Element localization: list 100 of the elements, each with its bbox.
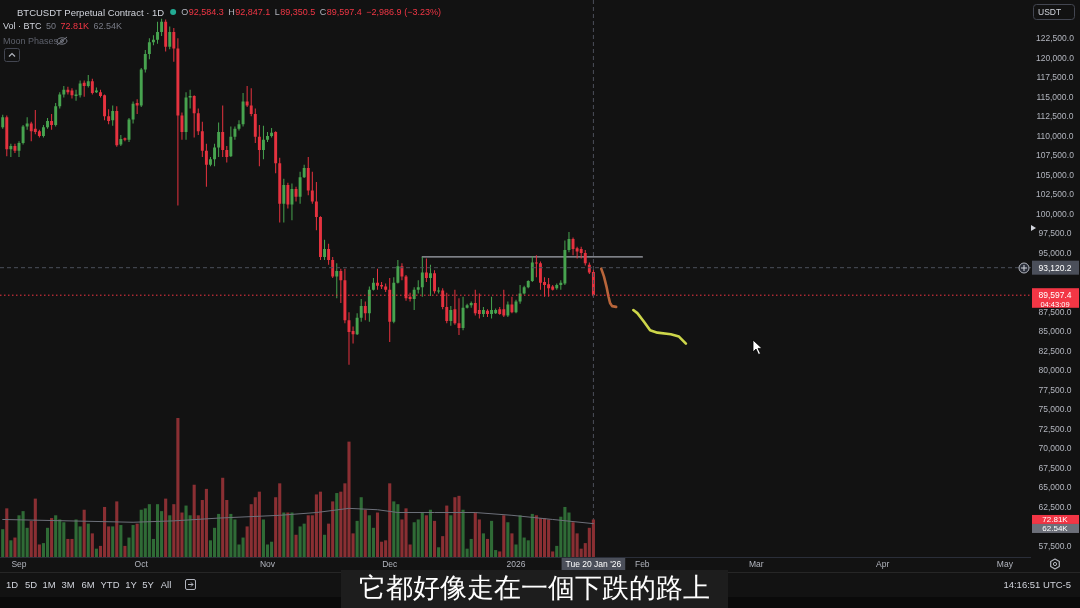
- bar: [420, 512, 424, 557]
- bar: [359, 497, 363, 557]
- bar: [363, 509, 367, 557]
- bar: [534, 515, 538, 557]
- bar: [54, 515, 58, 557]
- bar: [530, 513, 534, 557]
- y-tick-label: 65,000.0: [1038, 482, 1072, 493]
- annotation: 92,847.1: [235, 7, 271, 17]
- y-tick-label: 62,500.0: [1038, 501, 1072, 512]
- bar: [184, 505, 188, 557]
- bar: [314, 494, 318, 557]
- text: All: [160, 578, 172, 590]
- bar: [50, 518, 54, 557]
- bar: [278, 483, 282, 557]
- bar: [155, 504, 160, 557]
- bar: [286, 512, 290, 557]
- x-tick-label: May: [996, 558, 1014, 569]
- text: 72.81K: [1042, 514, 1069, 524]
- bar: [404, 508, 408, 557]
- annotation: −2,986.9 (−3.23%): [366, 7, 441, 17]
- bar: [58, 519, 62, 557]
- candlestick: [534, 255, 538, 278]
- bar: [147, 504, 151, 557]
- ref-line-label: 93,120.2: [1038, 262, 1072, 273]
- bar: [306, 515, 310, 557]
- annotation: 92,584.3: [188, 7, 224, 17]
- annotation: 50: [46, 21, 57, 31]
- candlestick: [477, 293, 481, 319]
- bar: [424, 515, 428, 557]
- text: 62.54K: [1042, 523, 1069, 533]
- y-tick-label: 115,000.0: [1036, 91, 1074, 102]
- bar: [542, 518, 547, 557]
- y-tick-label: 87,500.0: [1038, 306, 1072, 317]
- bar: [396, 504, 400, 557]
- annotation: H: [228, 7, 235, 17]
- annotation: L: [274, 7, 280, 17]
- annotation: 89,597.4: [326, 7, 362, 17]
- bar: [103, 506, 107, 557]
- bar: [412, 522, 416, 557]
- y-tick-label: 95,000.0: [1038, 248, 1072, 259]
- bar: [571, 522, 575, 557]
- bar: [347, 441, 351, 557]
- bar: [176, 418, 180, 557]
- bar: [298, 526, 302, 557]
- bar: [502, 515, 506, 557]
- bar: [335, 493, 339, 557]
- bar: [135, 523, 139, 557]
- bar: [563, 506, 567, 557]
- bar: [119, 525, 123, 557]
- y-tick-label: 67,500.0: [1038, 462, 1072, 473]
- text: 1M: [42, 578, 56, 590]
- bar: [261, 519, 265, 557]
- bar: [331, 501, 335, 557]
- bar: [1, 529, 5, 557]
- bar: [490, 520, 494, 557]
- bar: [21, 511, 25, 557]
- ref-line-label: 89,597.4: [1038, 290, 1072, 301]
- line-series: [599, 267, 618, 309]
- bar: [74, 519, 78, 557]
- y-tick-label: 120,000.0: [1036, 52, 1075, 63]
- bar: [62, 522, 66, 557]
- y-tick-label: 85,000.0: [1038, 326, 1072, 337]
- bar: [428, 509, 433, 557]
- bar: [461, 509, 465, 557]
- bar: [375, 512, 380, 557]
- candlestick: [416, 280, 420, 294]
- y-tick-label: 117,500.0: [1036, 72, 1074, 83]
- bar: [302, 523, 306, 557]
- bar: [510, 533, 514, 557]
- bar: [547, 519, 551, 557]
- annotation: C: [319, 7, 327, 17]
- bar: [241, 537, 245, 557]
- y-tick-label: 112,500.0: [1036, 111, 1074, 122]
- x-tick-label: 2026: [506, 558, 526, 569]
- bar: [164, 498, 168, 557]
- text: YTD: [100, 578, 120, 590]
- bar: [17, 515, 21, 557]
- bar: [469, 538, 473, 557]
- bar: [123, 545, 127, 557]
- bar: [481, 533, 485, 557]
- bar: [518, 515, 522, 557]
- bar: [45, 527, 50, 557]
- bar: [388, 483, 392, 557]
- bar: [445, 505, 449, 557]
- candlestick: [376, 268, 379, 290]
- x-tick-label: Dec: [382, 558, 399, 569]
- y-tick-label: 122,500.0: [1036, 33, 1075, 44]
- bar: [432, 520, 437, 557]
- candlestick: [188, 89, 192, 109]
- bar: [229, 513, 233, 557]
- annotation: O: [181, 7, 189, 17]
- y-tick-label: 70,000.0: [1038, 443, 1072, 454]
- bar: [139, 509, 143, 557]
- bar: [538, 518, 542, 557]
- bar: [33, 498, 37, 557]
- text: 5Y: [142, 578, 155, 590]
- y-tick-label: 57,500.0: [1038, 540, 1072, 551]
- bar: [168, 515, 172, 557]
- bar: [94, 548, 98, 557]
- bar: [143, 508, 147, 557]
